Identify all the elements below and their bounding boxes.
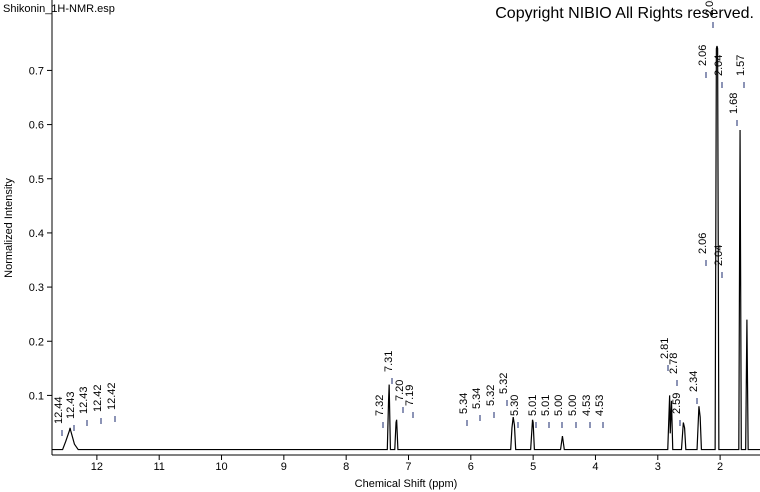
x-tick-label: 2: [717, 461, 723, 473]
peak-label: 2.06: [697, 45, 709, 66]
x-tick-label: 8: [343, 461, 349, 473]
peak-label: 7.32: [374, 395, 386, 416]
peak-label: 4.53: [581, 395, 593, 416]
x-tick-label: 3: [655, 461, 661, 473]
peak-label: 5.32: [498, 373, 510, 394]
peak-label: 2.34: [688, 371, 700, 392]
peak-label: 7.31: [383, 351, 395, 372]
peak-label: 5.00: [553, 395, 565, 416]
copyright: Copyright NIBIO All Rights reserved.: [495, 5, 754, 22]
peak-label: 1.57: [735, 55, 747, 76]
x-tick-label: 12: [91, 461, 103, 473]
peak-label: 2.04: [713, 245, 725, 266]
file-name: Shikonin_1H-NMR.esp: [3, 3, 115, 15]
y-axis-label: Normalized Intensity: [3, 178, 15, 278]
y-tick-label: 0.6: [29, 120, 44, 132]
peak-label: 7.20: [394, 380, 406, 401]
y-tick-label: 0.2: [29, 336, 44, 348]
peak-label: 12.43: [65, 391, 77, 419]
x-tick-label: 11: [153, 461, 164, 473]
y-tick-label: 0.5: [29, 174, 44, 186]
peak-label: 5.01: [540, 395, 552, 416]
peak-label: 2.59: [671, 393, 683, 414]
peak-label: 2.81: [659, 338, 671, 359]
x-axis-label: Chemical Shift (ppm): [355, 478, 458, 490]
x-tick-label: 9: [281, 461, 287, 473]
peak-label: 7.19: [404, 385, 416, 406]
peak-label: 5.01: [527, 395, 539, 416]
peak-label: 12.44: [53, 396, 65, 424]
x-tick-label: 4: [592, 461, 598, 473]
peak-label: 2.06: [697, 233, 709, 254]
peak-label: 5.30: [509, 395, 521, 416]
peak-label: 2.05: [704, 0, 716, 16]
peak-label: 5.32: [485, 385, 497, 406]
peak-label: 2.78: [668, 353, 680, 374]
peak-label: 5.34: [458, 393, 470, 414]
peak-label: 5.00: [567, 395, 579, 416]
x-tick-label: 10: [215, 461, 227, 473]
spectrum-line: [52, 45, 760, 451]
y-tick-label: 0.1: [29, 390, 44, 402]
peak-label: 4.53: [594, 395, 606, 416]
peak-label: 12.43: [78, 386, 90, 414]
peak-label: 12.42: [92, 384, 104, 412]
peak-label: 2.04: [713, 55, 725, 76]
x-tick-label: 6: [468, 461, 474, 473]
y-tick-label: 0.4: [29, 228, 44, 240]
y-tick-label: 0.7: [29, 65, 44, 77]
peak-label: 5.34: [471, 388, 483, 409]
x-tick-label: 5: [530, 461, 536, 473]
y-tick-label: 0.3: [29, 282, 44, 294]
peak-label: 12.42: [106, 382, 118, 410]
peak-label: 1.68: [728, 93, 740, 114]
x-tick-label: 7: [405, 461, 411, 473]
